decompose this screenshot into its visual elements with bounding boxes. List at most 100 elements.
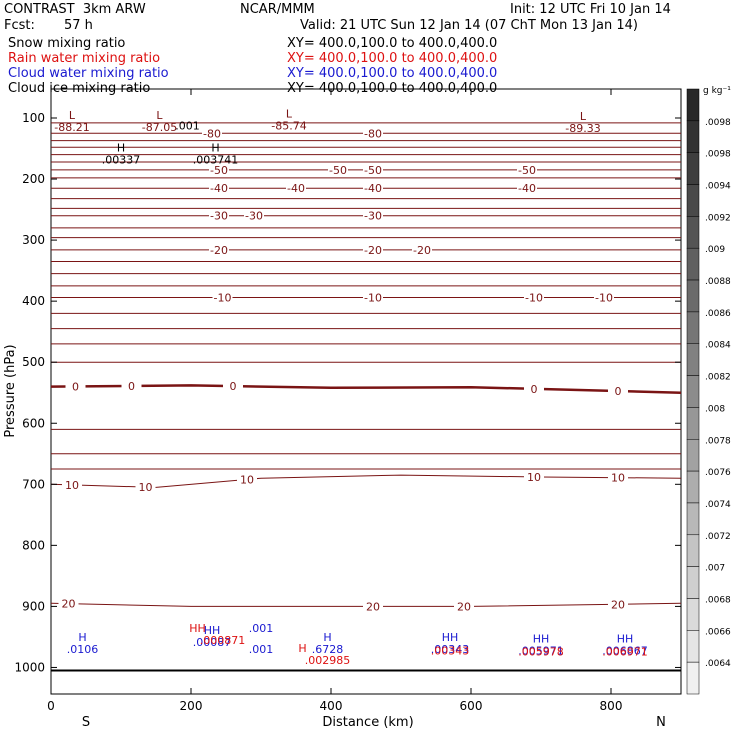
field-cloudwater-xy: XY= 400.0,100.0 to 400.0,400.0 <box>287 66 498 81</box>
contour-label: -30 <box>245 210 263 223</box>
colorbar-label: .009 <box>705 245 725 255</box>
contour-label-bg <box>363 182 383 195</box>
colorbar-swatch <box>686 279 700 313</box>
colorbar-label: .0074 <box>705 500 731 510</box>
cloud-water-extreme-type: HH <box>533 632 550 645</box>
contour-label: -40 <box>364 182 382 195</box>
contour-label: -80 <box>364 127 382 140</box>
extreme-marker-value: .003741 <box>193 153 239 166</box>
contour-label-bg <box>454 600 474 613</box>
cloud-water-label: .6728 <box>312 643 344 656</box>
colorbar-swatch <box>686 375 700 408</box>
contour-label-bg <box>363 291 383 304</box>
colorbar-label: .0094 <box>705 182 731 192</box>
colorbar-swatch <box>686 598 700 631</box>
colorbar-label: .0098 <box>705 118 731 128</box>
contour-label: -80 <box>203 127 221 140</box>
contour-label-bg <box>244 209 264 222</box>
rain-label: .002985 <box>305 654 351 667</box>
colorbar-label: .007 <box>705 564 725 574</box>
x-tick-label: 800 <box>600 699 623 713</box>
end-label-right: N <box>656 715 666 730</box>
contour-label: 10 <box>611 472 625 485</box>
y-tick-label: 700 <box>22 477 45 491</box>
y-axis-title: Pressure (hPa) <box>3 344 18 437</box>
contour-label: -20 <box>413 244 431 257</box>
contour-label: -50 <box>518 164 536 177</box>
temperature-contour <box>50 602 682 607</box>
colorbar-label: .0092 <box>705 213 731 223</box>
contour-label: 10 <box>139 481 153 494</box>
x-tick-label: 400 <box>320 699 343 713</box>
rain-label: .000871 <box>200 634 246 647</box>
snow-contour-label: .001 <box>175 119 200 132</box>
colorbar-swatch <box>686 630 700 663</box>
cloud-water-label: .001 <box>249 643 274 656</box>
rain-extreme-type: HH <box>189 622 206 635</box>
contour-label-bg <box>363 243 383 256</box>
contour-label-bg <box>209 209 229 222</box>
contour-label-bg <box>286 182 306 195</box>
colorbar-label: .0072 <box>705 532 731 542</box>
colorbar-label: .008 <box>705 404 725 414</box>
x-axis-title: Distance (km) <box>322 715 413 730</box>
contour-label-bg <box>594 291 614 304</box>
colorbar-label: .0066 <box>705 627 731 637</box>
contour-label-bg <box>608 385 628 398</box>
contour-label-bg <box>223 380 243 393</box>
contour-label: 10 <box>527 471 541 484</box>
cloud-water-label: .0106 <box>67 643 99 656</box>
colorbar-swatch <box>686 661 700 695</box>
contour-label: -40 <box>210 182 228 195</box>
colorbar-swatch <box>686 407 700 440</box>
contour-label: -10 <box>595 291 613 304</box>
contour-label-bg <box>524 291 544 304</box>
contour-label: -20 <box>210 244 228 257</box>
extreme-marker-value: -89.33 <box>565 122 600 135</box>
colorbar-swatch <box>686 184 700 217</box>
colorbar-swatch <box>686 343 700 376</box>
y-tick-label: 900 <box>22 599 45 613</box>
contour-label: 0 <box>128 380 135 393</box>
cloud-water-extreme-type: H <box>78 631 86 644</box>
contour-label: 0 <box>72 380 79 393</box>
contour-label: 10 <box>65 479 79 492</box>
y-tick-label: 100 <box>22 111 45 125</box>
extreme-marker-type: L <box>580 110 587 123</box>
colorbar-swatch <box>686 152 700 185</box>
colorbar-swatch <box>686 247 700 281</box>
field-rain-name: Rain water mixing ratio <box>8 51 161 66</box>
cloud-water-extreme-type: HH <box>204 624 221 637</box>
contour-label-bg <box>517 182 537 195</box>
contour-label: -50 <box>364 164 382 177</box>
field-cloudwater-name: Cloud water mixing ratio <box>8 66 169 81</box>
cloud-water-label: .00087 <box>193 636 232 649</box>
colorbar-swatch <box>686 88 700 122</box>
contour-label-bg <box>65 380 86 393</box>
contour-label-bg <box>363 600 383 613</box>
contour-label: -10 <box>525 291 543 304</box>
contour-label: -10 <box>214 291 232 304</box>
init-label: Init: 12 UTC Fri 10 Jan 14 <box>510 2 671 17</box>
colorbar-label: .0088 <box>705 277 731 287</box>
contour-label-bg <box>121 379 142 392</box>
x-tick-label: 600 <box>460 699 483 713</box>
contour-label-bg <box>363 163 383 176</box>
contour-label: -40 <box>287 182 305 195</box>
extreme-marker-value: .00337 <box>102 153 141 166</box>
cloud-water-label: .00343 <box>431 643 470 656</box>
colorbar-label: .0082 <box>705 373 731 383</box>
colorbar-swatch <box>686 311 700 344</box>
contour-label-bg <box>363 209 383 222</box>
extreme-marker-value: -85.74 <box>271 120 306 133</box>
y-tick-label: 600 <box>22 416 45 430</box>
contour-label: 0 <box>615 385 622 398</box>
colorbar-swatch <box>686 120 700 153</box>
fcst-label: Fcst: <box>4 18 35 33</box>
contour-label: -10 <box>364 291 382 304</box>
contour-label: 0 <box>230 380 237 393</box>
extreme-marker-type: L <box>286 108 293 121</box>
colorbar-label: .0098 <box>705 150 731 160</box>
contour-label-bg <box>209 163 229 176</box>
